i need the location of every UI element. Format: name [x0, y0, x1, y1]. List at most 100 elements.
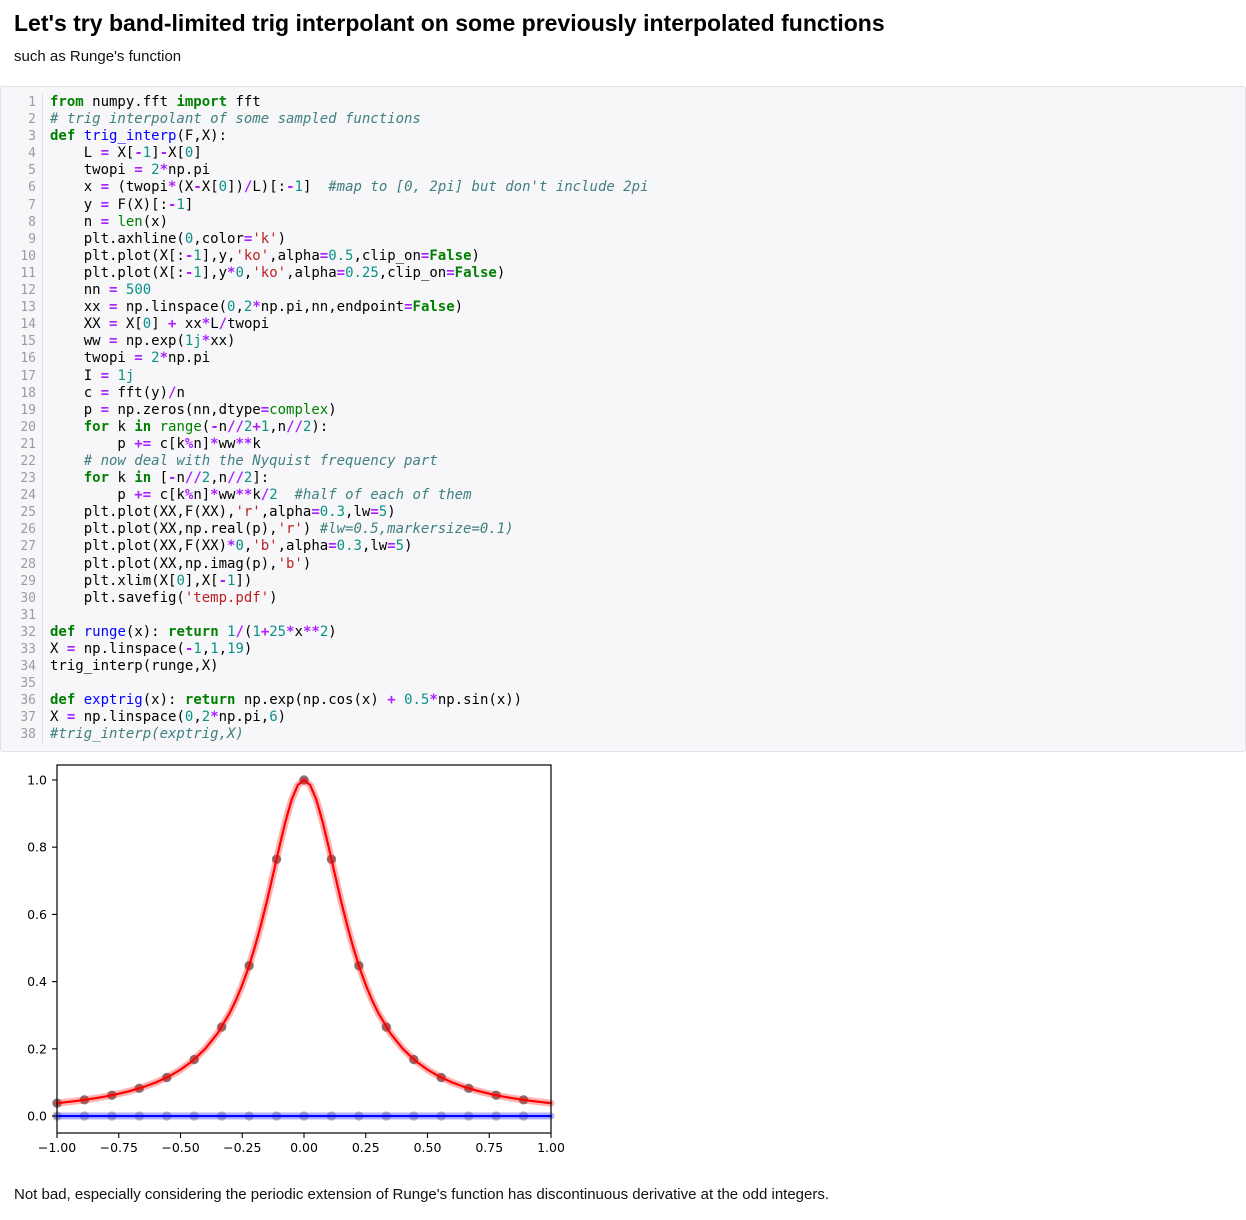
- line-number: 15: [1, 333, 43, 351]
- line-number: 4: [1, 145, 43, 163]
- line-number: 32: [1, 623, 43, 641]
- code-line: 4 L = X[-1]-X[0]: [1, 145, 1245, 163]
- svg-text:0.4: 0.4: [27, 974, 47, 989]
- svg-text:−0.50: −0.50: [161, 1140, 199, 1155]
- svg-text:−0.25: −0.25: [223, 1140, 261, 1155]
- code-line: 22 # now deal with the Nyquist frequency…: [1, 452, 1245, 471]
- line-number: 12: [1, 282, 43, 300]
- code-text: XX = X[0] + xx*L/twopi: [50, 316, 270, 333]
- code-text: from numpy.fft import fft: [50, 94, 261, 110]
- page-title: Let's try band-limited trig interpolant …: [14, 10, 885, 36]
- line-number: 8: [1, 213, 43, 231]
- code-lines: 1 from numpy.fft import fft 2 # trig interp…: [1, 94, 1245, 744]
- code-text: n = len(x): [50, 213, 169, 230]
- code-line: 20 for k in range(-n//2+1,n//2):: [1, 418, 1245, 436]
- line-number: 7: [1, 196, 43, 214]
- svg-text:0.50: 0.50: [414, 1140, 442, 1155]
- line-number: 9: [1, 230, 43, 248]
- code-line: 12 nn = 500: [1, 282, 1245, 300]
- code-line: 24 p += c[k%n]*ww**k/2 #half of each of …: [1, 487, 1245, 505]
- code-line: 35: [1, 675, 1245, 693]
- code-text: I = 1j: [50, 367, 135, 384]
- line-number: 24: [1, 487, 43, 505]
- line-number: 38: [1, 726, 43, 744]
- code-line: 37 X = np.linspace(0,2*np.pi,6): [1, 709, 1245, 727]
- svg-text:0.2: 0.2: [27, 1041, 47, 1056]
- caption: Not bad, especially considering the peri…: [14, 1185, 830, 1203]
- code-line: 25 plt.plot(XX,F(XX),'r',alpha=0.3,lw=5): [1, 504, 1245, 522]
- code-line: 28 plt.plot(XX,np.imag(p),'b'): [1, 555, 1245, 573]
- code-text: plt.plot(XX,F(XX)*0,'b',alpha=0.3,lw=5): [50, 538, 413, 555]
- code-text: # trig interpolant of some sampled funct…: [50, 111, 421, 128]
- code-text: twopi = 2*np.pi: [50, 162, 211, 179]
- line-number: 34: [1, 658, 43, 676]
- line-number: 23: [1, 470, 43, 488]
- code-line: 33 X = np.linspace(-1,1,19): [1, 641, 1245, 659]
- code-text: plt.plot(XX,np.real(p),'r') #lw=0.5,mark…: [50, 521, 514, 538]
- code-line: 32 def runge(x): return 1/(1+25*x**2): [1, 623, 1245, 641]
- code-line: 9 plt.axhline(0,color='k'): [1, 230, 1245, 248]
- code-line: 26 plt.plot(XX,np.real(p),'r') #lw=0.5,m…: [1, 521, 1245, 539]
- line-number: 20: [1, 418, 43, 436]
- line-number: 2: [1, 111, 43, 129]
- svg-text:−0.75: −0.75: [100, 1140, 138, 1155]
- code-text: ww = np.exp(1j*xx): [50, 333, 236, 350]
- code-line: 19 p = np.zeros(nn,dtype=complex): [1, 401, 1245, 419]
- code-line: 13 xx = np.linspace(0,2*np.pi,nn,endpoin…: [1, 299, 1245, 317]
- code-line: 29 plt.xlim(X[0],X[-1]): [1, 572, 1245, 590]
- code-text: p = np.zeros(nn,dtype=complex): [50, 401, 337, 418]
- code-text: def runge(x): return 1/(1+25*x**2): [50, 623, 337, 640]
- svg-text:0.25: 0.25: [352, 1140, 380, 1155]
- code-text: plt.plot(XX,np.imag(p),'b'): [50, 555, 312, 572]
- line-number: 19: [1, 401, 43, 419]
- code-text: p += c[k%n]*ww**k/2 #half of each of the…: [50, 487, 472, 504]
- svg-text:−1.00: −1.00: [38, 1140, 76, 1155]
- code-line: 27 plt.plot(XX,F(XX)*0,'b',alpha=0.3,lw=…: [1, 538, 1245, 556]
- code-line: 36 def exptrig(x): return np.exp(np.cos(x…: [1, 692, 1245, 710]
- code-text: def exptrig(x): return np.exp(np.cos(x) …: [50, 692, 523, 709]
- code-text: plt.plot(X[:-1],y*0,'ko',alpha=0.25,clip…: [50, 264, 506, 281]
- svg-text:1.0: 1.0: [27, 772, 47, 787]
- code-text: X = np.linspace(0,2*np.pi,6): [50, 709, 287, 726]
- code-line: 17 I = 1j: [1, 367, 1245, 385]
- code-line: 38 #trig_interp(exptrig,X): [1, 726, 1245, 744]
- line-number: 28: [1, 555, 43, 573]
- code-text: plt.savefig('temp.pdf'): [50, 589, 278, 606]
- code-line: 16 twopi = 2*np.pi: [1, 350, 1245, 368]
- svg-text:0.0: 0.0: [27, 1108, 47, 1123]
- code-line: 7 y = F(X)[:-1]: [1, 196, 1245, 214]
- code-line: 10 plt.plot(X[:-1],y,'ko',alpha=0.5,clip…: [1, 247, 1245, 265]
- line-number: 10: [1, 247, 43, 265]
- code-text: L = X[-1]-X[0]: [50, 145, 202, 162]
- code-line: 8 n = len(x): [1, 213, 1245, 231]
- code-line: 34 trig_interp(runge,X): [1, 658, 1245, 676]
- code-line: 21 p += c[k%n]*ww**k: [1, 435, 1245, 453]
- code-line: 11 plt.plot(X[:-1],y*0,'ko',alpha=0.25,c…: [1, 264, 1245, 283]
- code-text: for k in [-n//2,n//2]:: [83, 470, 270, 487]
- page: Let's try band-limited trig interpolant …: [0, 10, 1246, 1204]
- svg-text:0.8: 0.8: [27, 839, 47, 854]
- line-number: 18: [1, 384, 43, 402]
- code-line: 5 twopi = 2*np.pi: [1, 162, 1245, 180]
- svg-text:0.00: 0.00: [290, 1140, 318, 1155]
- line-number: 27: [1, 538, 43, 556]
- line-number: 31: [1, 606, 43, 624]
- code-text: p += c[k%n]*ww**k: [50, 435, 261, 452]
- code-text: plt.xlim(X[0],X[-1]): [50, 572, 253, 589]
- line-number: 37: [1, 709, 43, 727]
- code-line: 6 x = (twopi*(X-X[0])/L)[:-1] #map to [0…: [1, 179, 1245, 197]
- line-number: 1: [1, 94, 43, 112]
- line-number: 22: [1, 452, 43, 471]
- line-number: 3: [1, 128, 43, 146]
- line-number: 11: [1, 264, 43, 283]
- code-text: for k in range(-n//2+1,n//2):: [83, 418, 329, 435]
- svg-text:0.6: 0.6: [27, 906, 47, 921]
- svg-text:1.00: 1.00: [537, 1140, 565, 1155]
- code-text: y = F(X)[:-1]: [50, 196, 194, 213]
- line-number: 36: [1, 692, 43, 710]
- line-number: 29: [1, 572, 43, 590]
- code-text: trig_interp(runge,X): [50, 658, 219, 675]
- code-text: c = fft(y)/n: [50, 384, 185, 401]
- code-text: plt.plot(XX,F(XX),'r',alpha=0.3,lw=5): [50, 504, 396, 521]
- code-block: 1 from numpy.fft import fft 2 # trig interp…: [0, 86, 1246, 752]
